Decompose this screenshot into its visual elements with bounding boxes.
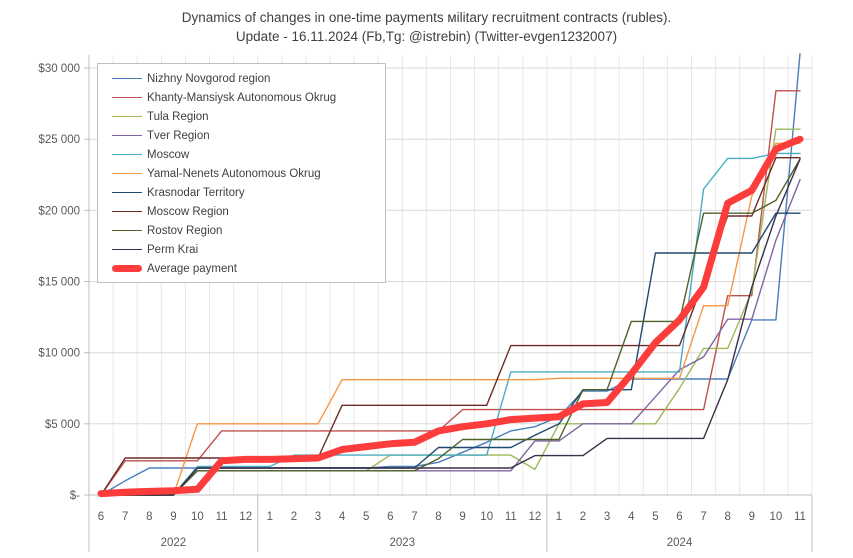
y-tick-label: $25 000 bbox=[38, 134, 80, 146]
y-tick-label: $- bbox=[70, 490, 80, 502]
chart-title: Dynamics of changes in one-time payments… bbox=[0, 8, 853, 46]
y-tick-label: $10 000 bbox=[38, 348, 80, 360]
series-line bbox=[97, 135, 804, 498]
legend-item: Khanty-Mansiysk Autonomous Okrug bbox=[98, 88, 385, 107]
month-label: 9 bbox=[459, 511, 465, 523]
month-label: 6 bbox=[676, 511, 682, 523]
month-label: 8 bbox=[724, 511, 730, 523]
legend-item: Krasnodar Territory bbox=[98, 183, 385, 202]
series-line bbox=[100, 156, 801, 496]
legend-label: Krasnodar Territory bbox=[147, 186, 245, 199]
legend-line-swatch bbox=[112, 265, 142, 272]
chart-title-line2: Update - 16.11.2024 (Fb,Tg: @istrebin) (… bbox=[235, 29, 618, 44]
legend-label: Moscow Region bbox=[147, 205, 229, 218]
month-label: 3 bbox=[604, 511, 610, 523]
chart-title-line1: Dynamics of changes in one-time payments… bbox=[181, 10, 672, 25]
month-label: 2 bbox=[580, 511, 586, 523]
year-label: 2024 bbox=[667, 537, 693, 549]
legend-item: Yamal-Nenets Autonomous Okrug bbox=[98, 164, 385, 183]
legend-line-swatch bbox=[112, 116, 142, 117]
series-line bbox=[100, 142, 801, 496]
month-label: 10 bbox=[770, 511, 783, 523]
y-tick-label: $20 000 bbox=[38, 205, 80, 217]
y-tick-label: $5 000 bbox=[45, 419, 80, 431]
legend-label: Tula Region bbox=[147, 110, 209, 123]
legend-item: Moscow Region bbox=[98, 202, 385, 221]
month-label: 8 bbox=[435, 511, 441, 523]
legend-label: Nizhny Novgorod region bbox=[147, 72, 271, 85]
month-label: 1 bbox=[556, 511, 562, 523]
legend-item: Tula Region bbox=[98, 107, 385, 126]
month-label: 12 bbox=[529, 511, 542, 523]
legend-item: Moscow bbox=[98, 145, 385, 164]
month-label: 7 bbox=[122, 511, 128, 523]
legend-line-swatch bbox=[112, 154, 142, 155]
legend: Nizhny Novgorod region Khanty-Mansiysk Au… bbox=[97, 63, 386, 283]
month-label: 6 bbox=[387, 511, 393, 523]
y-tick-label: $30 000 bbox=[38, 63, 80, 75]
legend-line-swatch bbox=[112, 230, 142, 231]
legend-line-swatch bbox=[112, 78, 142, 79]
month-label: 3 bbox=[315, 511, 321, 523]
series-line bbox=[100, 90, 801, 496]
legend-line-swatch bbox=[112, 173, 142, 174]
y-tick-label: $15 000 bbox=[38, 277, 80, 289]
month-label: 9 bbox=[749, 511, 755, 523]
month-label: 11 bbox=[505, 511, 517, 523]
month-label: 1 bbox=[267, 511, 273, 523]
legend-item: Nizhny Novgorod region bbox=[98, 69, 385, 88]
month-label: 7 bbox=[411, 511, 417, 523]
legend-item: Rostov Region bbox=[98, 221, 385, 240]
legend-line-swatch bbox=[112, 135, 142, 136]
legend-line-swatch bbox=[112, 97, 142, 98]
legend-line-swatch bbox=[112, 249, 142, 250]
month-label: 5 bbox=[652, 511, 658, 523]
legend-item: Average payment bbox=[98, 259, 385, 278]
legend-line-swatch bbox=[112, 211, 142, 212]
legend-label: Rostov Region bbox=[147, 224, 223, 237]
year-label: 2023 bbox=[390, 537, 416, 549]
legend-line-swatch bbox=[112, 192, 142, 193]
month-label: 9 bbox=[170, 511, 176, 523]
month-label: 11 bbox=[794, 511, 806, 523]
month-label: 4 bbox=[339, 511, 346, 523]
month-label: 5 bbox=[363, 511, 369, 523]
month-label: 4 bbox=[628, 511, 635, 523]
legend-item: Tver Region bbox=[98, 126, 385, 145]
month-label: 10 bbox=[480, 511, 493, 523]
legend-label: Moscow bbox=[147, 148, 190, 161]
month-label: 10 bbox=[191, 511, 204, 523]
month-label: 2 bbox=[291, 511, 297, 523]
legend-label: Tver Region bbox=[147, 129, 210, 142]
legend-label: Perm Krai bbox=[147, 243, 199, 256]
month-label: 11 bbox=[216, 511, 228, 523]
month-label: 8 bbox=[146, 511, 152, 523]
month-label: 7 bbox=[700, 511, 706, 523]
legend-label: Average payment bbox=[147, 262, 237, 275]
legend-label: Yamal-Nenets Autonomous Okrug bbox=[147, 167, 321, 180]
year-label: 2022 bbox=[161, 537, 187, 549]
legend-item: Perm Krai bbox=[98, 240, 385, 259]
month-label: 6 bbox=[98, 511, 104, 523]
month-label: 12 bbox=[239, 511, 252, 523]
legend-label: Khanty-Mansiysk Autonomous Okrug bbox=[147, 91, 337, 104]
